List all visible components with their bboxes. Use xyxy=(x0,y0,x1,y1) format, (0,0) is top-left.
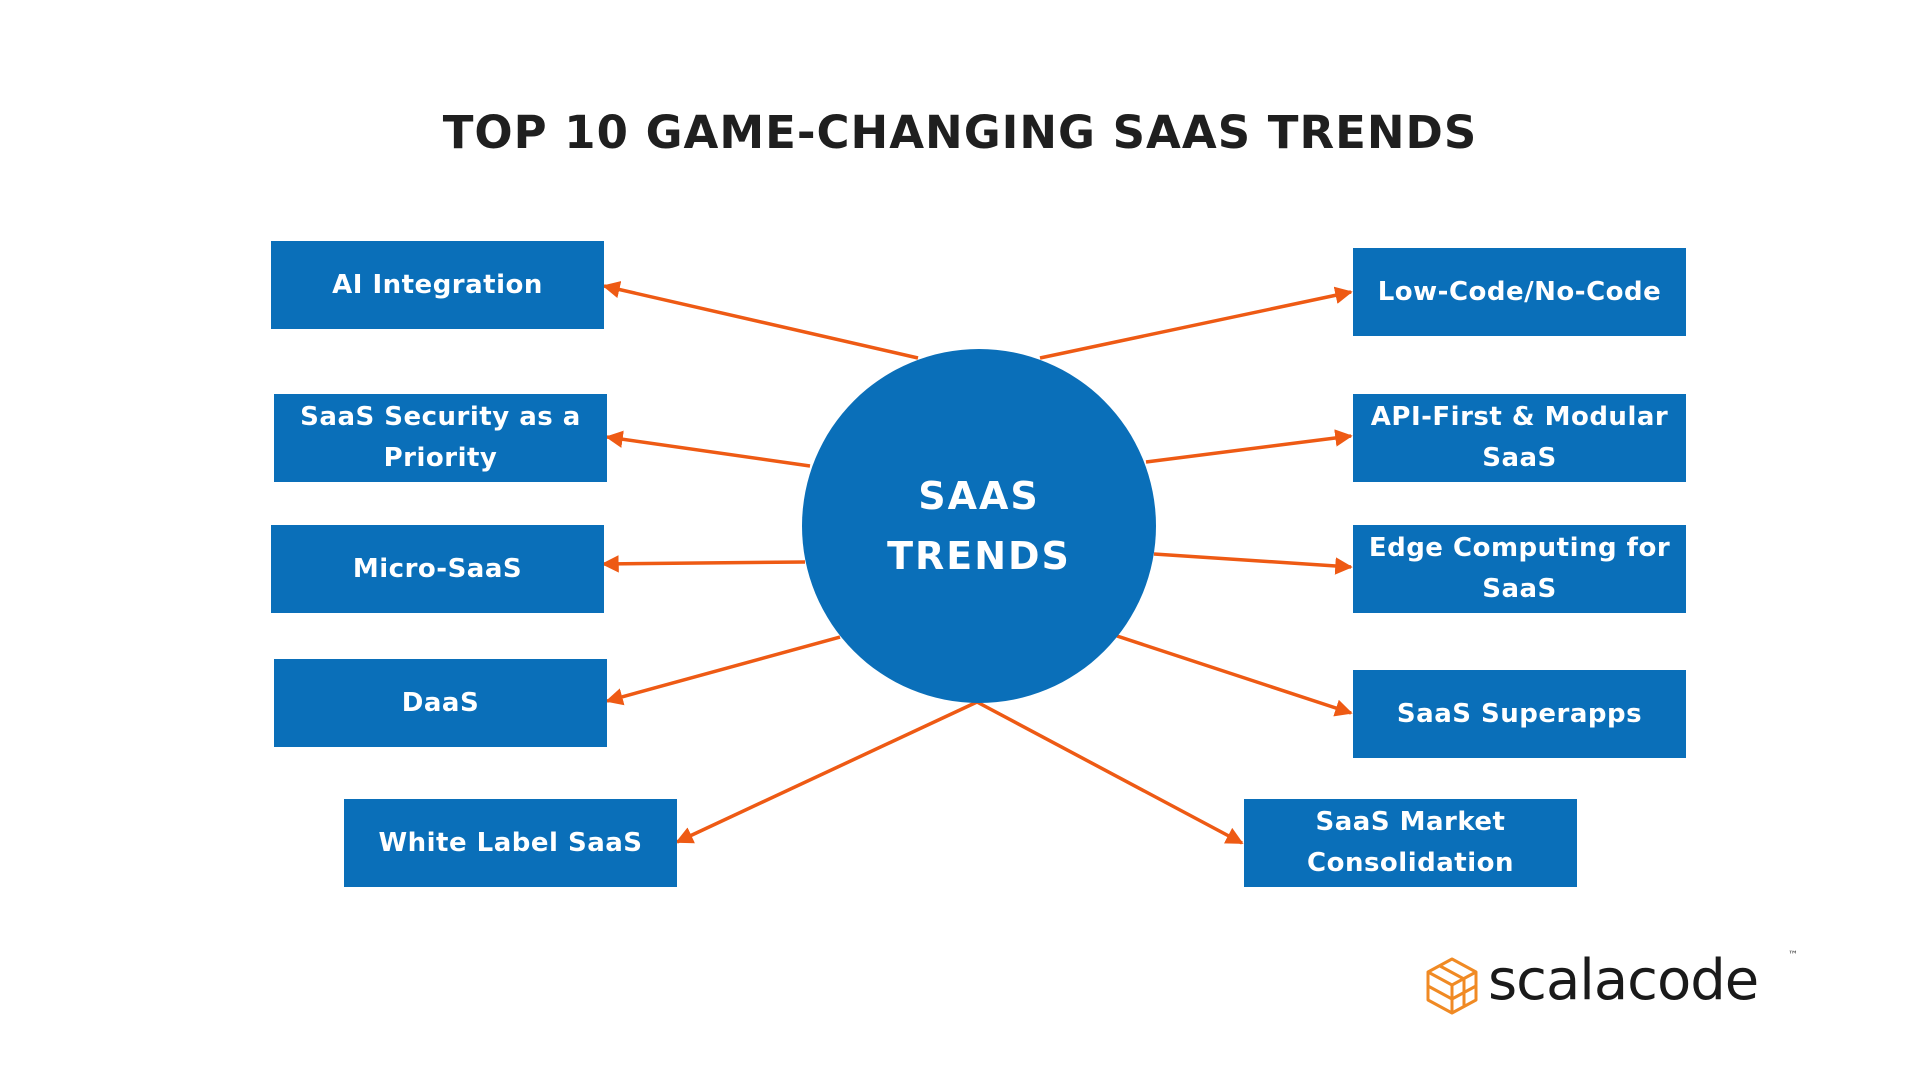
trademark-symbol: ™ xyxy=(1788,950,1798,961)
trend-box-saas-superapps: SaaS Superapps xyxy=(1353,670,1686,758)
arrow-low-code-no-code xyxy=(1039,286,1353,360)
trend-label: SaaS Superapps xyxy=(1396,698,1643,729)
arrow-edge-computing xyxy=(1153,552,1353,575)
trend-box-saas-security: SaaS Security as a Priority xyxy=(274,394,607,482)
trend-box-saas-market-consolidation: SaaS Market Consolidation xyxy=(1244,799,1577,887)
isometric-cube-icon xyxy=(1426,957,1478,1015)
logo-wordmark: scalacode xyxy=(1488,948,1759,1013)
trend-label: Low-Code/No-Code xyxy=(1377,276,1662,307)
arrow-api-first-modular xyxy=(1145,429,1353,464)
arrow-saas-security xyxy=(605,430,811,468)
arrow-saas-market-consolidation xyxy=(976,700,1244,845)
brand-logo: scalacode ™ xyxy=(1425,948,1805,1020)
trend-label: Edge Computing for SaaS xyxy=(1368,533,1671,604)
arrow-micro-saas xyxy=(601,555,806,573)
trend-label: AI Integration xyxy=(332,269,543,300)
arrow-daas xyxy=(605,635,841,706)
trend-label: SaaS Security as a Priority xyxy=(300,402,581,473)
page-title: TOP 10 GAME-CHANGING SAAS TRENDS xyxy=(442,106,1478,159)
arrow-ai-integration xyxy=(602,280,919,360)
trend-box-daas: DaaS xyxy=(274,659,607,747)
trend-label: SaaS Market Consolidation xyxy=(1307,807,1514,878)
trend-label: API-First & Modular SaaS xyxy=(1370,402,1669,473)
arrow-white-label-saas xyxy=(675,700,978,844)
trend-label: Micro-SaaS xyxy=(352,553,523,584)
trend-box-white-label-saas: White Label SaaS xyxy=(344,799,677,887)
arrow-saas-superapps xyxy=(1116,634,1353,717)
trend-box-micro-saas: Micro-SaaS xyxy=(271,525,604,613)
hub-label: SAAS TRENDS xyxy=(887,474,1071,578)
trend-box-ai-integration: AI Integration xyxy=(271,241,604,329)
trend-box-low-code-no-code: Low-Code/No-Code xyxy=(1353,248,1686,336)
trend-label: White Label SaaS xyxy=(378,827,643,858)
trend-box-api-first-modular: API-First & Modular SaaS xyxy=(1353,394,1686,482)
trend-box-edge-computing: Edge Computing for SaaS xyxy=(1353,525,1686,613)
trend-label: DaaS xyxy=(401,687,480,718)
central-hub: SAAS TRENDS xyxy=(802,349,1156,703)
